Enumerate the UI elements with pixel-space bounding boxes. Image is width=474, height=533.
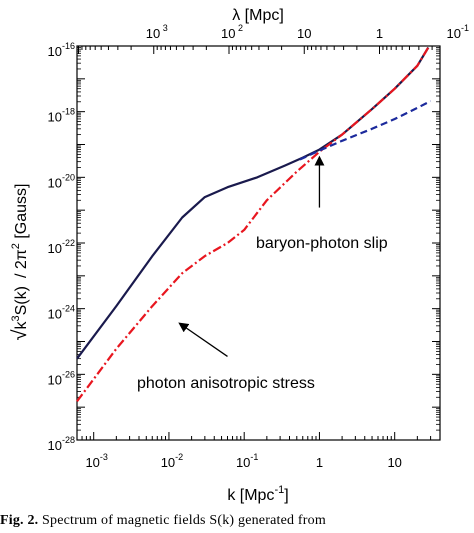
annotation-label: photon anisotropic stress <box>137 375 315 392</box>
x-tick-label: 10-3 <box>85 452 107 470</box>
svg-text:√k3S(k)/ 2π2 [Gauss]: √k3S(k)/ 2π2 [Gauss] <box>9 184 31 341</box>
top-tick-label: 10 <box>297 26 311 41</box>
y-tick-label: 10-22 <box>48 238 75 256</box>
annotation-arrow <box>178 322 228 358</box>
x-tick-label: 10 <box>387 455 401 470</box>
y-tick-label: 10-26 <box>48 369 75 387</box>
top-tick-label: 10 2 <box>221 23 243 41</box>
caption-fig-number: Fig. 2. <box>0 513 39 528</box>
x-tick-label: 10-1 <box>236 452 258 470</box>
top-tick-label: 10 3 <box>146 23 168 41</box>
top-axis-title: λ [Mpc] <box>232 7 284 24</box>
series-layer <box>76 46 432 403</box>
top-tick-label: 10-1 <box>447 23 469 41</box>
series-line-dashed <box>299 100 432 161</box>
chart-figure: baryon-photon slip photon anisotropic str… <box>9 7 469 504</box>
y-tick-label: 10-16 <box>48 41 75 59</box>
caption-text: Spectrum of magnetic fields S(k) generat… <box>42 513 326 528</box>
series-line-solid <box>76 46 430 360</box>
bottom-axis-title: k [Mpc-1] <box>227 484 288 504</box>
x-tick-label: 10-2 <box>161 452 183 470</box>
annotation-layer: baryon-photon slip photon anisotropic str… <box>137 155 388 392</box>
y-tick-label: 10-20 <box>48 172 75 190</box>
tick-labels: 10-3 10-2 10-1 1 10 10-16 10-18 10-20 10-22 10-24… <box>48 23 469 470</box>
y-tick-label: 10-18 <box>48 107 75 125</box>
y-tick-label: 10-24 <box>48 304 75 322</box>
series-line-dashdot <box>76 46 430 403</box>
y-axis-title: √k3S(k)/ 2π2 [Gauss] <box>9 184 31 341</box>
axis-ticks <box>76 45 441 441</box>
y-tick-label: 10-28 <box>48 435 75 453</box>
annotation-label: baryon-photon slip <box>256 235 388 252</box>
figure-caption: Fig. 2. Spectrum of magnetic fields S(k)… <box>0 513 474 533</box>
top-tick-label: 1 <box>376 26 383 41</box>
x-tick-label: 1 <box>316 455 323 470</box>
